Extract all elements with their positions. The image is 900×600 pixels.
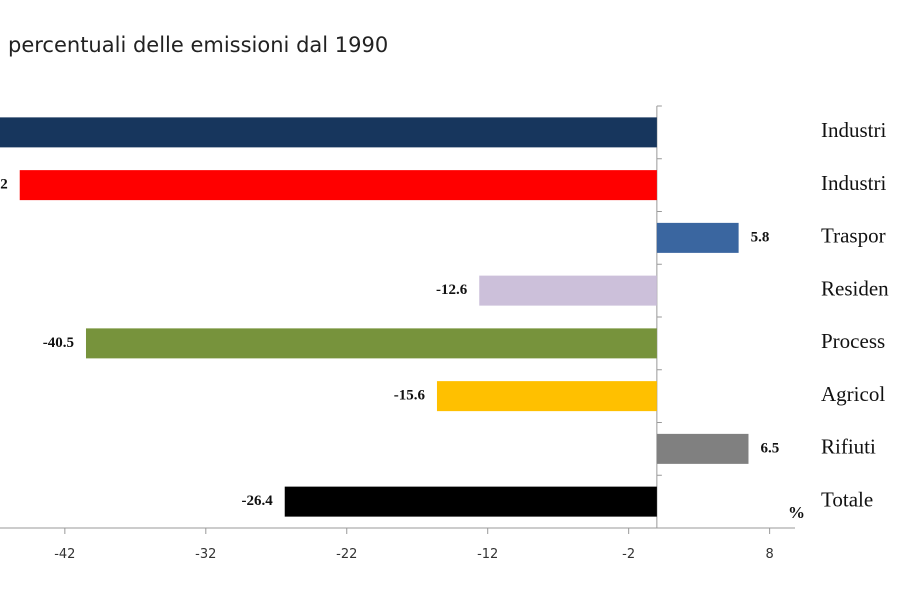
category-label: Totale: [821, 487, 873, 511]
x-tick-label: 8: [765, 547, 773, 562]
value-label: -12.6: [436, 282, 468, 298]
bar: [0, 117, 657, 148]
category-label: Process: [821, 329, 885, 353]
category-label: Traspor: [821, 224, 886, 248]
bar: [85, 328, 657, 359]
bar: [436, 381, 657, 412]
unit-label: %: [788, 503, 805, 522]
category-label: Rifiuti: [821, 435, 876, 459]
value-label: 6.5: [760, 440, 779, 456]
bar: [284, 486, 657, 517]
x-tick-label: -12: [477, 547, 498, 562]
category-label: Industri: [821, 118, 886, 142]
value-label: 5.8: [751, 229, 770, 245]
x-tick-label: -22: [336, 547, 357, 562]
bar: [479, 275, 657, 306]
bar: [656, 222, 739, 253]
value-label: -15.6: [394, 388, 426, 404]
x-tick-label: -2: [622, 547, 635, 562]
value-label: -26.4: [241, 493, 273, 509]
value-label: -40.5: [43, 335, 74, 351]
category-label: Industri: [821, 171, 886, 195]
chart-title: percentuali delle emissioni dal 1990: [8, 33, 388, 57]
x-tick-label: -32: [195, 547, 216, 562]
bar: [19, 170, 657, 201]
category-label: Agricol: [821, 382, 885, 406]
category-label: Residen: [821, 276, 889, 300]
bar: [656, 433, 749, 464]
value-label: -45.2: [0, 177, 8, 193]
x-tick-label: -42: [54, 547, 75, 562]
